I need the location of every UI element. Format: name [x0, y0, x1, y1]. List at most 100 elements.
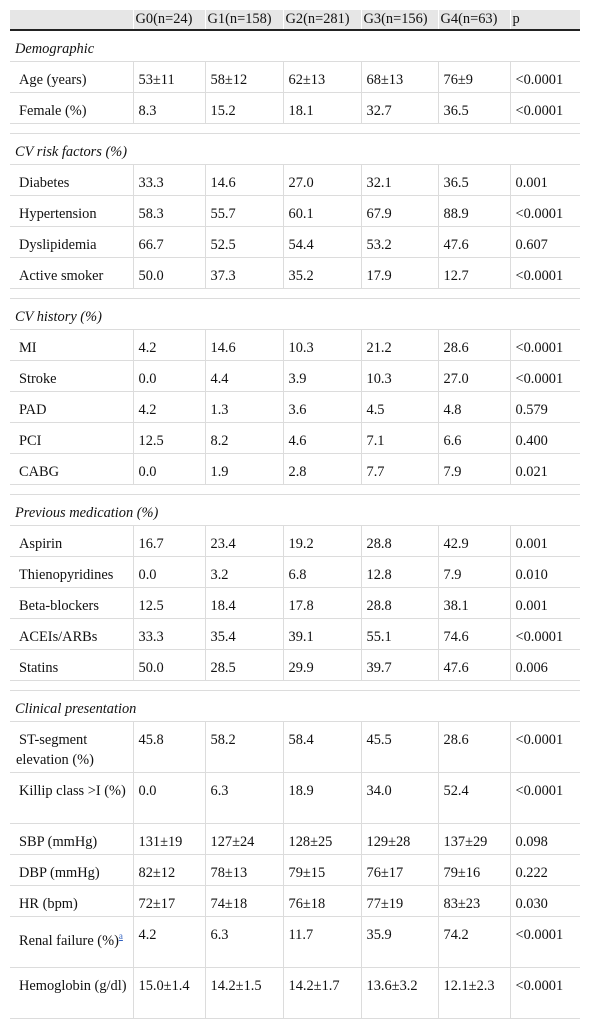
table-cell: 88.9 [437, 195, 510, 227]
table-cell: 0.001 [509, 525, 580, 557]
table-cell: 127±24 [204, 823, 283, 855]
table-cell: 12.5 [132, 587, 205, 619]
table-cell: 47.6 [437, 649, 510, 681]
table-cell: 79±16 [437, 854, 510, 886]
row-label-text: Active smoker [19, 268, 104, 284]
table-row: Statins 50.0 28.5 29.9 39.7 47.6 0.006 [10, 649, 580, 681]
row-label-text: Aspirin [19, 536, 63, 552]
table-cell: 52.4 [437, 772, 510, 824]
column-header-g0: G0(n=24) [132, 10, 205, 31]
table-cell: 77±19 [360, 885, 438, 917]
table-cell: 60.1 [282, 195, 361, 227]
row-label: DBP (mmHg) [10, 854, 133, 886]
table-cell: 0.001 [509, 587, 580, 619]
table-row: Dyslipidemia 66.7 52.5 54.4 53.2 47.6 0.607 [10, 226, 580, 258]
table-cell: 58.2 [204, 721, 283, 773]
table-cell: 15.0±1.4 [132, 967, 205, 1019]
table-cell: 47.6 [437, 226, 510, 258]
footnote-link[interactable]: a [118, 931, 123, 941]
column-header-g2: G2(n=281) [282, 10, 361, 31]
table-cell: 53±11 [132, 61, 205, 93]
table-cell: 12.8 [360, 556, 438, 588]
row-label: CABG [10, 453, 133, 485]
table-cell: 18.9 [282, 772, 361, 824]
table-row: Hypertension 58.3 55.7 60.1 67.9 88.9 <0.0001 [10, 195, 580, 227]
section-header-row: Demographic [10, 29, 580, 62]
row-label-text: CABG [19, 464, 59, 480]
row-label-text: DBP (mmHg) [19, 865, 100, 881]
row-label-text: ST-segment elevation (%) [16, 732, 94, 768]
table-cell: 4.2 [132, 329, 205, 361]
row-label: Diabetes [10, 164, 133, 196]
table-cell: 15.2 [204, 92, 283, 124]
table-cell: 27.0 [282, 164, 361, 196]
table-cell: 76±18 [282, 885, 361, 917]
section-title: Demographic [10, 29, 580, 62]
row-label-text: Age (years) [19, 72, 87, 88]
table-cell: 13.6±3.2 [360, 967, 438, 1019]
section-spacer [10, 484, 580, 495]
table-cell: 4.2 [132, 391, 205, 423]
table-cell: 35.9 [360, 916, 438, 968]
table-cell: 4.6 [282, 422, 361, 454]
table-row: Renal failure (%)a 4.2 6.3 11.7 35.9 74.2 <0.0… [10, 916, 580, 968]
table-cell: 28.6 [437, 329, 510, 361]
table-cell: 3.2 [204, 556, 283, 588]
table-cell: 66.7 [132, 226, 205, 258]
row-label-text: Female (%) [19, 103, 87, 119]
table-cell: 17.8 [282, 587, 361, 619]
table-cell: 54.4 [282, 226, 361, 258]
table-row: PCI 12.5 8.2 4.6 7.1 6.6 0.400 [10, 422, 580, 454]
table-row: Beta-blockers 12.5 18.4 17.8 28.8 38.1 0.001 [10, 587, 580, 619]
table-cell: 0.0 [132, 453, 205, 485]
footnote-marker: a [119, 928, 123, 942]
section-header-row: Clinical presentation [10, 690, 580, 722]
table-cell: 36.5 [437, 92, 510, 124]
column-header-g1: G1(n=158) [204, 10, 283, 31]
row-label: Age (years) [10, 61, 133, 93]
table-cell: 78±13 [204, 854, 283, 886]
table-cell: 3.9 [282, 360, 361, 392]
table-cell: 0.030 [509, 885, 580, 917]
table-cell: 2.8 [282, 453, 361, 485]
table-cell: <0.0001 [509, 195, 580, 227]
table-cell: 0.010 [509, 556, 580, 588]
table-cell: 14.2±1.5 [204, 967, 283, 1019]
row-label: PAD [10, 391, 133, 423]
table-cell: 83±23 [437, 885, 510, 917]
row-label-text: PAD [19, 402, 47, 418]
row-label-text: Killip class >I (%) [19, 783, 126, 799]
table-cell: 0.579 [509, 391, 580, 423]
table-cell: 74±18 [204, 885, 283, 917]
table-cell: 7.9 [437, 453, 510, 485]
table-cell: 21.2 [360, 329, 438, 361]
table-cell: 55.1 [360, 618, 438, 650]
table-row: Female (%) 8.3 15.2 18.1 32.7 36.5 <0.0001 [10, 92, 580, 124]
table-cell: 18.4 [204, 587, 283, 619]
table-cell: 50.0 [132, 649, 205, 681]
row-label-text: Statins [19, 660, 59, 676]
row-label-text: Beta-blockers [19, 598, 99, 614]
table-cell: 45.8 [132, 721, 205, 773]
row-label-text: SBP (mmHg) [19, 834, 98, 850]
row-label: ST-segment elevation (%) [10, 721, 133, 773]
row-label: Female (%) [10, 92, 133, 124]
table-cell: 14.6 [204, 329, 283, 361]
row-label-text: Diabetes [19, 175, 70, 191]
table-cell: 11.7 [282, 916, 361, 968]
table-cell: 0.400 [509, 422, 580, 454]
table-cell: 17.9 [360, 257, 438, 289]
row-label: Renal failure (%)a [10, 916, 133, 968]
header-row: G0(n=24) G1(n=158) G2(n=281) G3(n=156) G… [10, 10, 580, 31]
table-row: ST-segment elevation (%) 45.8 58.2 58.4 45.5… [10, 721, 580, 773]
table-cell: 58.4 [282, 721, 361, 773]
row-label: Hypertension [10, 195, 133, 227]
table-cell: <0.0001 [509, 721, 580, 773]
table-body: Demographic Age (years) 53±11 58±12 62±13 68±… [10, 29, 580, 1019]
table-cell: 12.1±2.3 [437, 967, 510, 1019]
row-label-text: ACEIs/ARBs [19, 629, 98, 645]
row-label: Stroke [10, 360, 133, 392]
table-cell: <0.0001 [509, 329, 580, 361]
spacer-cell [10, 484, 580, 495]
table-cell: 6.3 [204, 772, 283, 824]
